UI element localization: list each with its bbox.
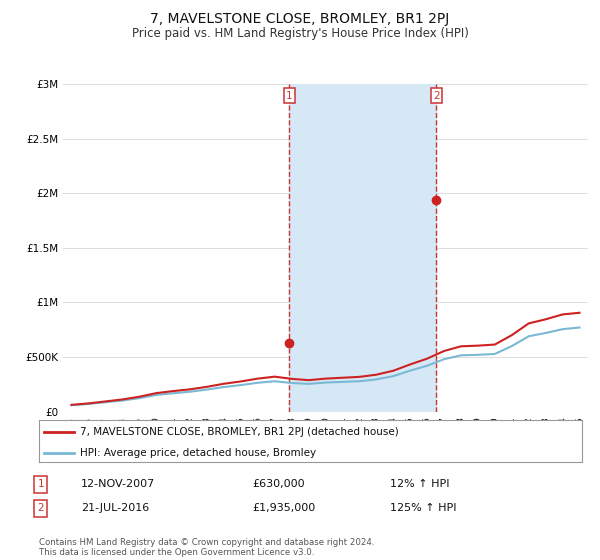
Text: 2: 2 — [433, 91, 440, 101]
Text: 12-NOV-2007: 12-NOV-2007 — [81, 479, 155, 489]
Text: £630,000: £630,000 — [252, 479, 305, 489]
Bar — [289, 84, 436, 412]
Text: 21-JUL-2016: 21-JUL-2016 — [81, 503, 149, 514]
Text: 7, MAVELSTONE CLOSE, BROMLEY, BR1 2PJ: 7, MAVELSTONE CLOSE, BROMLEY, BR1 2PJ — [151, 12, 449, 26]
Text: £1,935,000: £1,935,000 — [252, 503, 315, 514]
Text: HPI: Average price, detached house, Bromley: HPI: Average price, detached house, Brom… — [80, 448, 316, 458]
Text: 125% ↑ HPI: 125% ↑ HPI — [390, 503, 457, 514]
Text: 1: 1 — [286, 91, 293, 101]
Text: 12% ↑ HPI: 12% ↑ HPI — [390, 479, 449, 489]
Text: Price paid vs. HM Land Registry's House Price Index (HPI): Price paid vs. HM Land Registry's House … — [131, 27, 469, 40]
Text: 7, MAVELSTONE CLOSE, BROMLEY, BR1 2PJ (detached house): 7, MAVELSTONE CLOSE, BROMLEY, BR1 2PJ (d… — [80, 427, 398, 437]
Text: Contains HM Land Registry data © Crown copyright and database right 2024.
This d: Contains HM Land Registry data © Crown c… — [39, 538, 374, 557]
Text: 1: 1 — [37, 479, 44, 489]
Text: 2: 2 — [37, 503, 44, 514]
